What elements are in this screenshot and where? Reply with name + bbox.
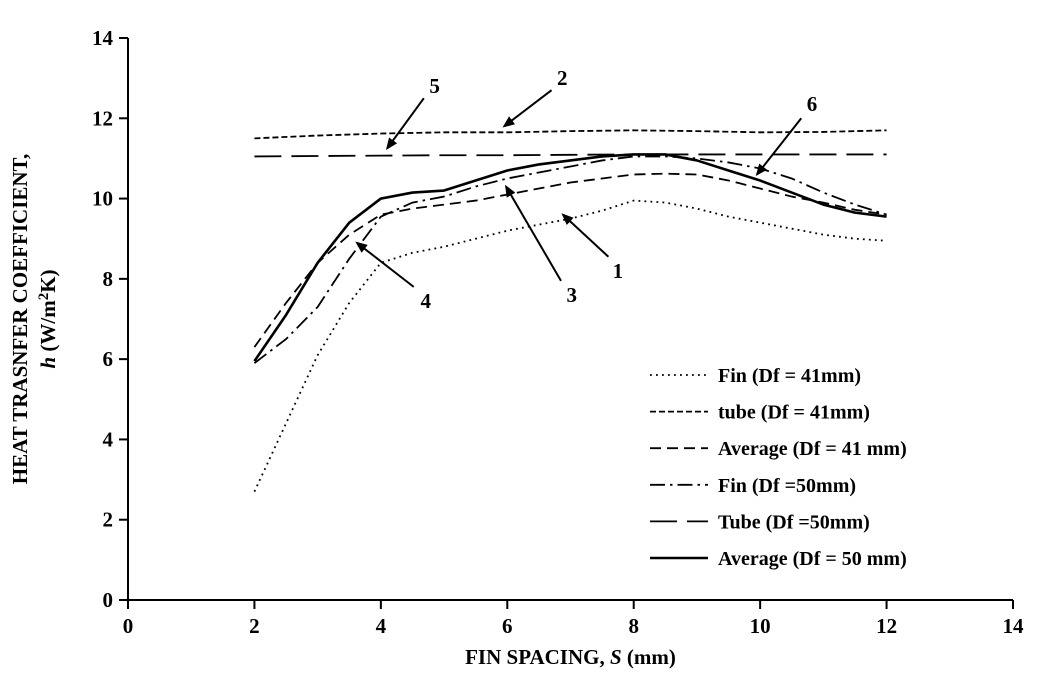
annotation-label-2: 2	[557, 66, 568, 90]
legend-label: tube (Df = 41mm)	[718, 402, 870, 424]
y-tick-label: 12	[92, 106, 113, 130]
y-axis-title-line2: h (W/m2K)	[36, 269, 60, 368]
series-line-5	[254, 153, 887, 158]
legend-label: Fin (Df = 41mm)	[718, 365, 861, 387]
annotation-label-6: 6	[807, 92, 818, 116]
x-tick-label: 4	[376, 614, 387, 638]
annotation-label-4: 4	[420, 289, 431, 313]
series-line-3	[253, 172, 887, 348]
series-line-6	[253, 153, 887, 362]
y-axis-title-sup: 2	[36, 293, 52, 301]
legend-item-6: Average (Df = 50 mm)	[650, 548, 907, 570]
y-tick-label: 2	[103, 508, 114, 532]
legend-item-3: Average (Df = 41 mm)	[650, 438, 907, 460]
y-tick-label: 4	[103, 427, 114, 451]
x-axis-title-pre: FIN SPACING,	[465, 645, 610, 669]
legend-label: Tube (Df =50mm)	[718, 511, 870, 533]
y-axis-title-line1: HEAT TRASNFER COEFFICIENT,	[8, 154, 32, 484]
y-axis-title-postsup: K)	[36, 269, 60, 292]
x-tick-label: 2	[249, 614, 260, 638]
x-axis-title: FIN SPACING, S (mm)	[465, 645, 676, 669]
x-tick-label: 14	[1003, 614, 1025, 638]
y-tick-label: 10	[92, 187, 113, 211]
annotation-label-5: 5	[429, 74, 440, 98]
annotation-label-1: 1	[613, 259, 624, 283]
annotation-arrow-3	[505, 184, 562, 282]
x-axis-title-italic: S	[610, 645, 622, 669]
legend-label: Fin (Df =50mm)	[718, 475, 856, 497]
y-tick-label: 14	[92, 26, 114, 50]
series-line-4	[253, 155, 887, 364]
y-axis-title-presup: (W/m	[36, 300, 60, 357]
x-tick-label: 0	[123, 614, 134, 638]
x-axis-title-post: (mm)	[622, 645, 676, 669]
legend-item-2: tube (Df = 41mm)	[650, 402, 870, 424]
legend: Fin (Df = 41mm) tube (Df = 41mm) Average (…	[650, 365, 907, 570]
y-tick-label: 6	[103, 347, 114, 371]
x-tick-label: 8	[628, 614, 639, 638]
annotation-arrow-1	[561, 213, 610, 258]
x-tick-label: 6	[502, 614, 513, 638]
annotation-arrow-2	[502, 89, 553, 128]
legend-item-5: Tube (Df =50mm)	[650, 511, 870, 533]
legend-label: Average (Df = 50 mm)	[718, 548, 907, 570]
legend-item-4: Fin (Df =50mm)	[650, 475, 856, 497]
x-tick-label: 10	[750, 614, 771, 638]
annotation-arrow-4	[355, 241, 415, 288]
y-tick-label: 0	[103, 588, 114, 612]
annotation-label-3: 3	[567, 283, 578, 307]
x-tick-label: 12	[876, 614, 897, 638]
series-line-2	[254, 129, 887, 140]
y-axis-title-italic: h	[36, 357, 60, 369]
legend-label: Average (Df = 41 mm)	[718, 438, 907, 460]
annotation-arrow-5	[385, 97, 425, 151]
legend-item-1: Fin (Df = 41mm)	[650, 365, 861, 387]
y-tick-label: 8	[103, 267, 114, 291]
annotation-arrow-6	[755, 117, 803, 177]
